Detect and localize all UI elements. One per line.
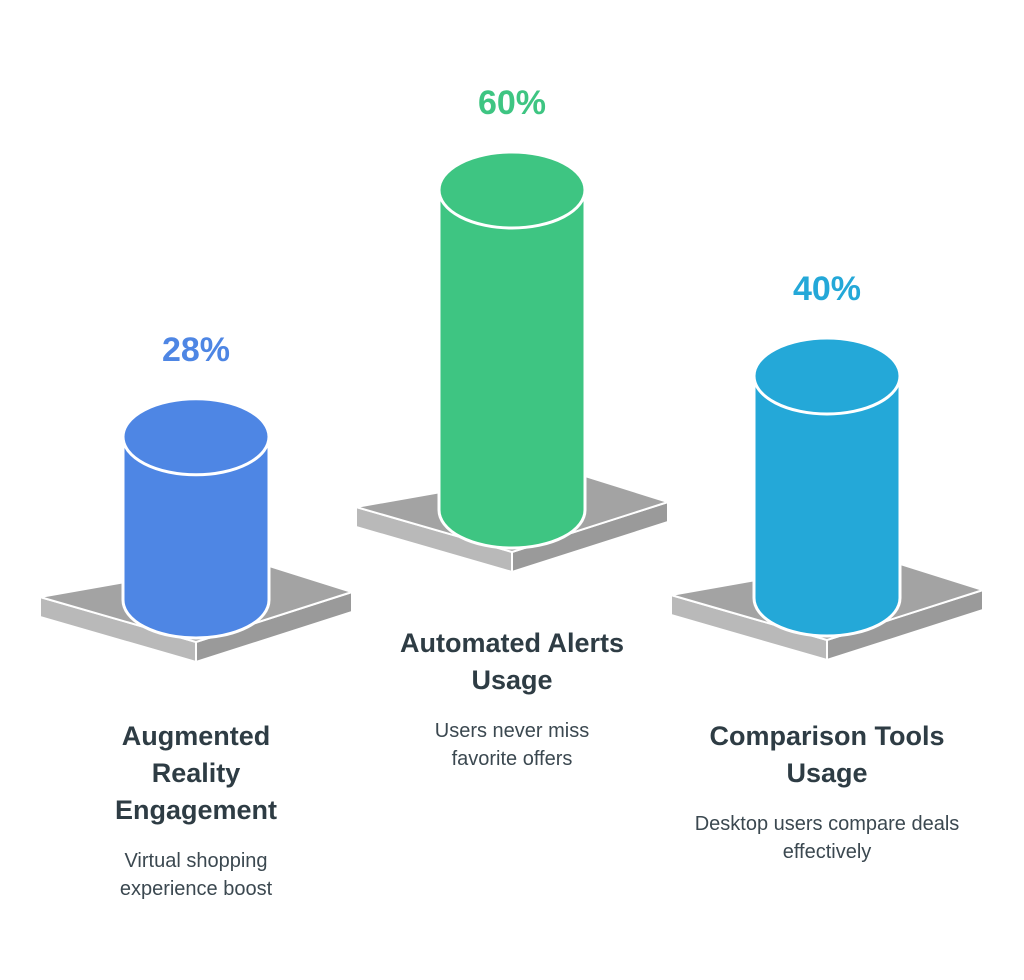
category-description: Users never miss favorite offers xyxy=(434,720,590,770)
cylinder xyxy=(752,336,902,638)
category-title: Comparison Tools Usage xyxy=(709,721,945,788)
cylinder-body xyxy=(121,435,271,640)
value-label: 28% xyxy=(162,331,230,369)
cylinder-top xyxy=(121,397,271,477)
value-label: 60% xyxy=(478,84,546,122)
value-label: 40% xyxy=(793,270,861,308)
category-title: Augmented Reality Engagement xyxy=(114,721,278,825)
cylinder-top xyxy=(752,336,902,416)
category-description: Desktop users compare deals effectively xyxy=(694,813,960,863)
category-description: Virtual shopping experience boost xyxy=(119,850,273,900)
cylinder-body xyxy=(437,188,587,550)
cylinder xyxy=(437,150,587,550)
cylinder-top xyxy=(437,150,587,230)
cylinder xyxy=(121,397,271,640)
cylinder-body xyxy=(752,374,902,638)
category-title: Automated Alerts Usage xyxy=(399,628,625,695)
